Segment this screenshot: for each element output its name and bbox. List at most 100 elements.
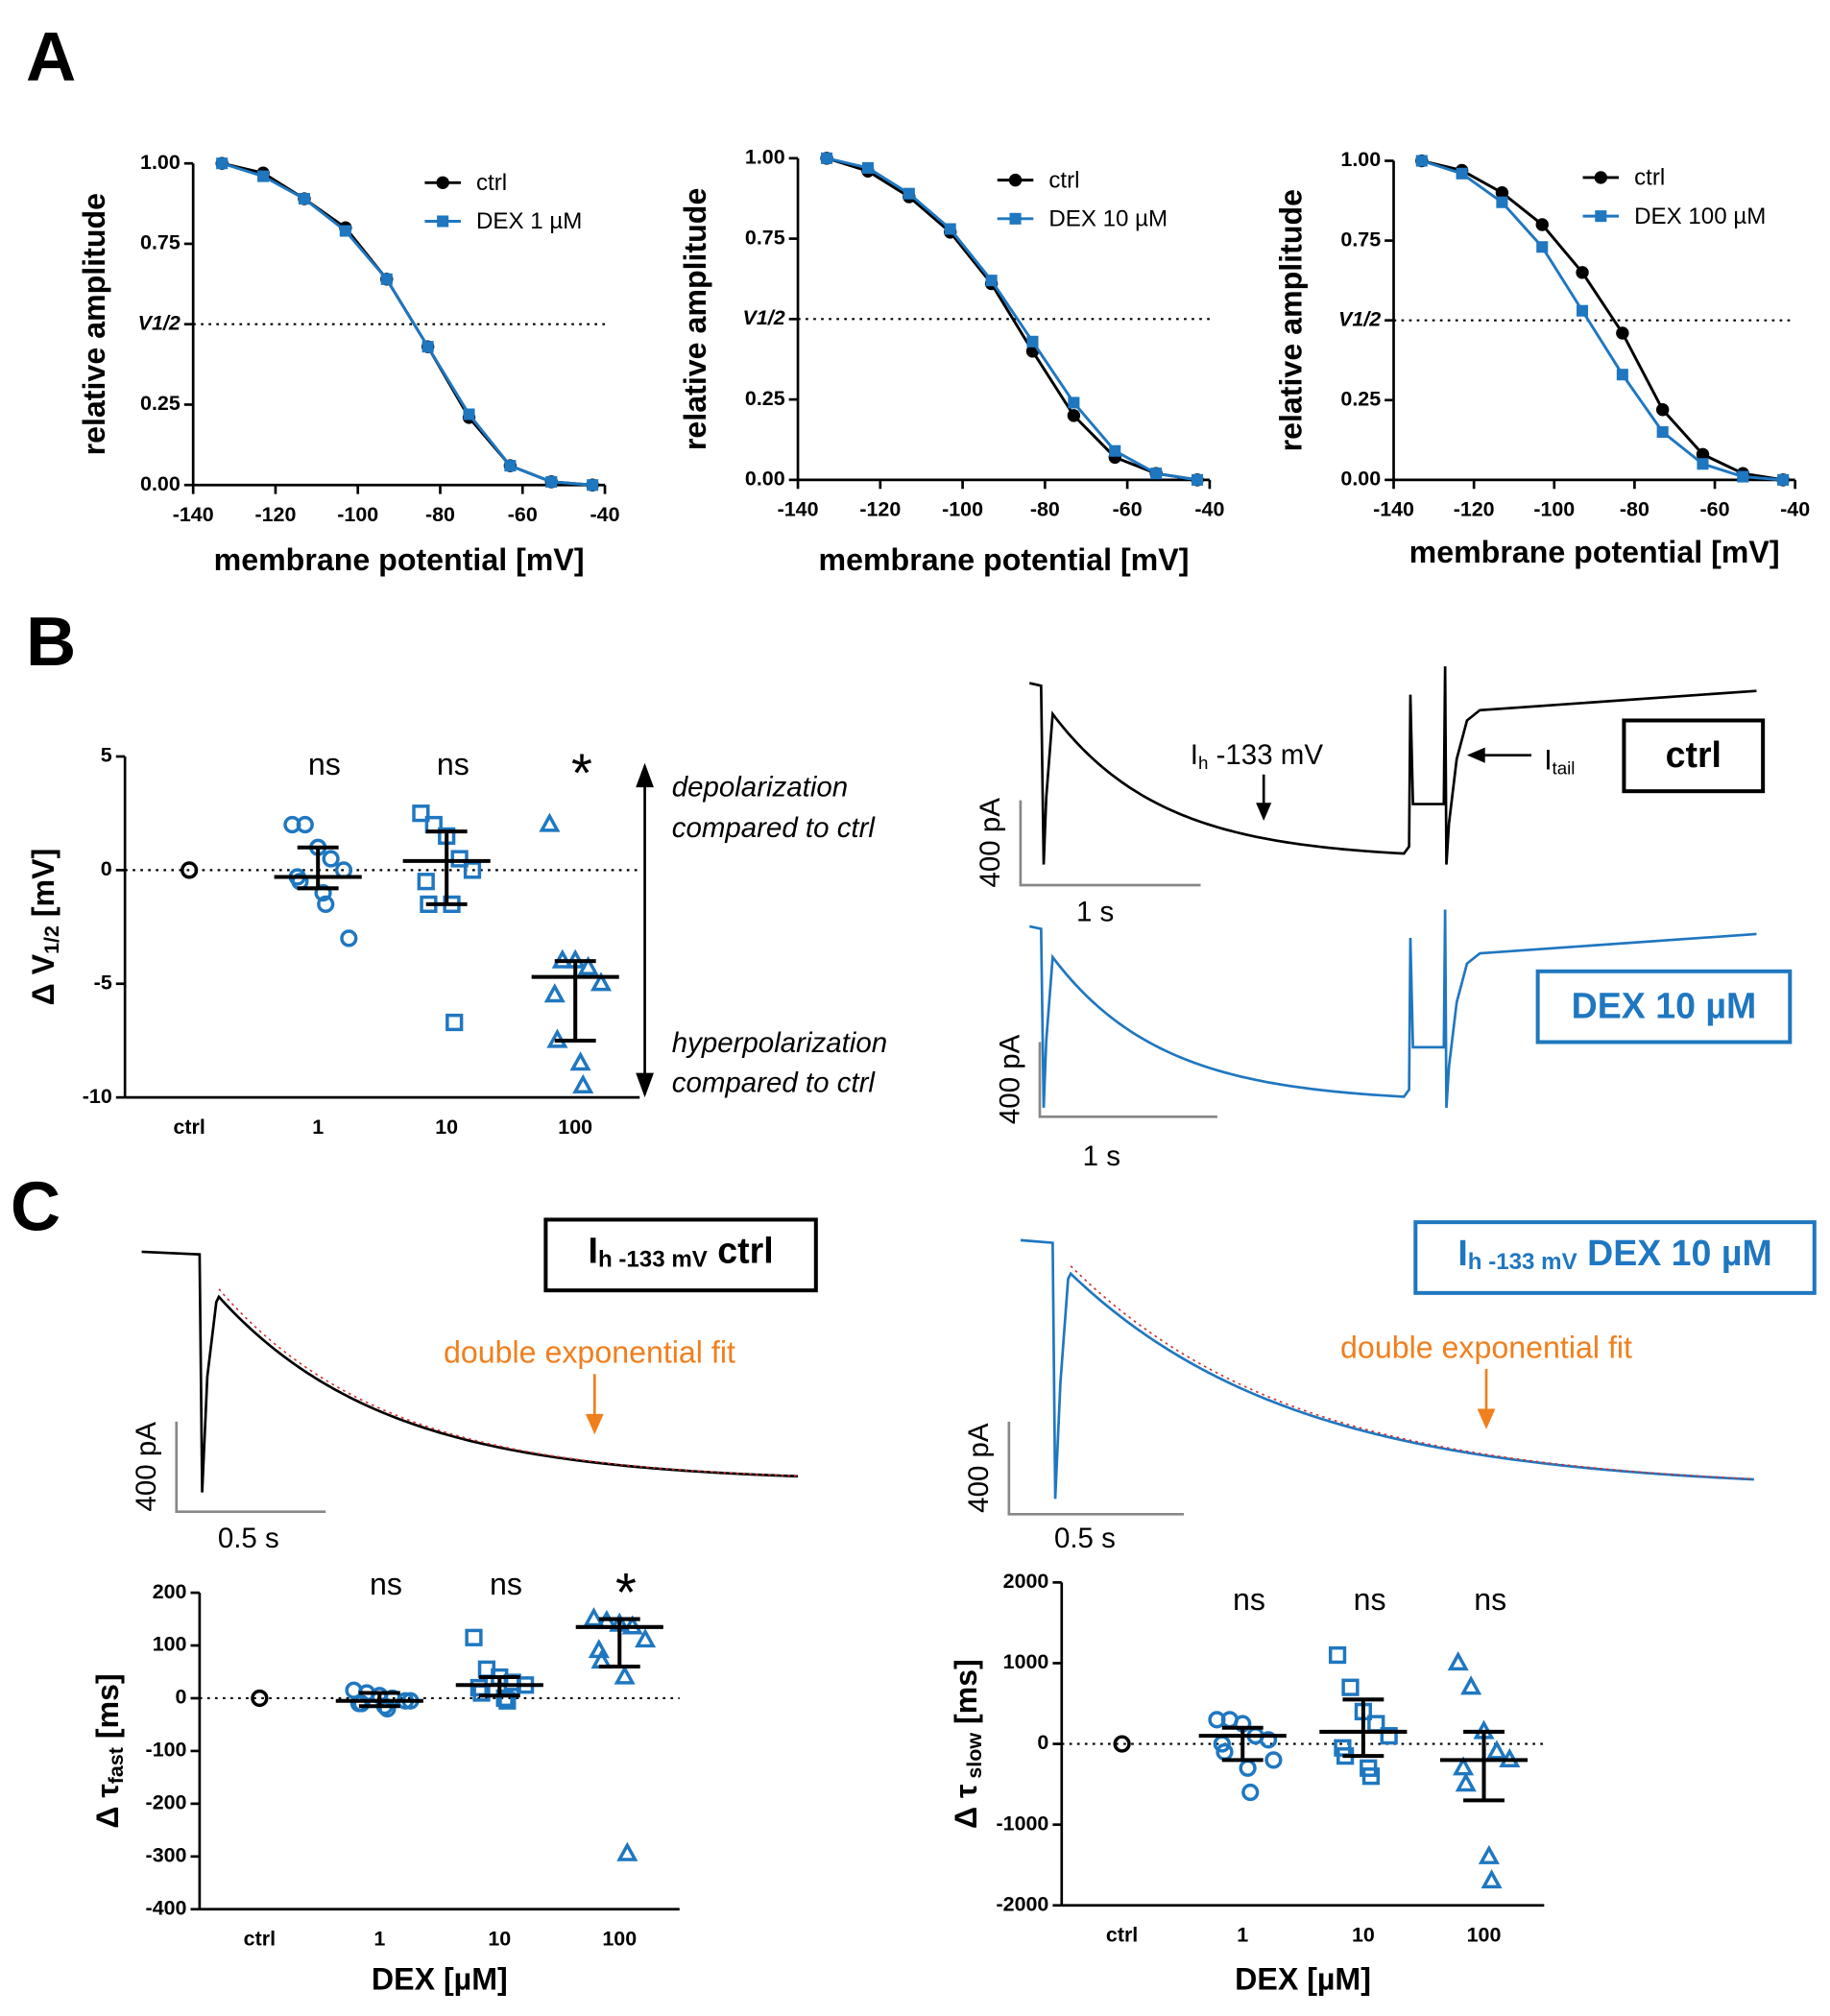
y-tick-label: 0.75 [1340, 228, 1381, 251]
marker [412, 804, 430, 823]
direction-label: hyperpolarization [672, 1027, 887, 1059]
annotation: * [571, 742, 592, 803]
scale-bar [175, 1421, 326, 1514]
x-tick-label: 100 [602, 1928, 637, 1951]
annotation: ns [1354, 1582, 1386, 1617]
x-tick-label: -120 [1454, 498, 1495, 521]
direction-label: compared to ctrl [672, 1068, 877, 1099]
y-tick-label: 0.75 [745, 226, 785, 249]
marker [903, 187, 915, 200]
series-line [1421, 159, 1784, 482]
y-tick-label: 0.25 [745, 387, 785, 410]
x-tick-label: -140 [1373, 498, 1414, 521]
marker [1447, 1651, 1469, 1671]
label-box-text-sub: h -133 mV [1468, 1249, 1577, 1275]
marker [539, 812, 561, 832]
scale-label: 400 pA [963, 1423, 995, 1513]
y-axis-label: Δ τ slow [ms] [948, 1659, 985, 1829]
x-tick-label: ctrl [244, 1928, 276, 1951]
marker [1777, 473, 1790, 486]
label-box [1622, 718, 1766, 794]
current-trace [1028, 909, 1757, 1108]
marker [1616, 326, 1629, 340]
y-tick-label: -200 [146, 1791, 187, 1814]
label-box-text: Ih -133 mV ctrl [589, 1230, 774, 1273]
legend-label: ctrl [1634, 165, 1665, 191]
marker [445, 1013, 464, 1032]
marker [322, 850, 340, 868]
x-tick-label: -120 [859, 498, 901, 521]
x-tick-label: ctrl [173, 1116, 205, 1139]
label-box-text: ctrl [1666, 734, 1722, 775]
y-tick-label: 100 [153, 1633, 187, 1656]
scale-label: 400 pA [994, 1034, 1025, 1124]
legend-label: ctrl [476, 170, 507, 196]
marker [1496, 196, 1508, 208]
annotation: ns [1233, 1582, 1265, 1617]
legend-label: ctrl [1048, 167, 1079, 193]
panel-label: C [11, 1168, 60, 1246]
y-axis-label-sub: 1/2 [40, 925, 63, 954]
marker [635, 1628, 657, 1648]
marker [1576, 266, 1589, 279]
marker [251, 1689, 269, 1708]
x-axis-label: DEX [µM] [372, 1961, 508, 1996]
marker [463, 861, 482, 879]
marker [1241, 1783, 1260, 1802]
arrow-head [1256, 803, 1272, 822]
x-tick-label: 1 [373, 1928, 385, 1951]
trace-annotation-main: I [1544, 744, 1552, 776]
y-tick-label: 0.25 [140, 392, 181, 415]
y-axis-label: relative amplitude [678, 188, 712, 450]
marker [339, 225, 351, 237]
label-box-text-main: I [589, 1230, 598, 1270]
annotation: ns [370, 1567, 402, 1601]
x-tick-label: -100 [337, 503, 378, 526]
scale-label: 0.5 s [1054, 1523, 1116, 1554]
y-tick-label: -1000 [997, 1812, 1049, 1835]
y-tick-label: 5 [101, 744, 112, 767]
x-tick-label: 10 [435, 1116, 458, 1139]
y-tick-label: -400 [146, 1896, 187, 1919]
x-tick-label: -60 [1700, 498, 1730, 521]
legend-marker [1594, 171, 1607, 184]
scale-bar [1038, 1042, 1217, 1118]
y-tick-label: -10 [83, 1085, 112, 1108]
current-trace [1020, 1238, 1754, 1500]
x-tick-label: -80 [1620, 498, 1649, 521]
y-tick-label: 1.00 [1340, 148, 1381, 171]
y-tick-label: 0.75 [140, 231, 181, 254]
current-trace [1028, 666, 1757, 865]
y-axis-label: relative amplitude [77, 193, 111, 455]
trace-annotation-main: I [1191, 739, 1198, 771]
fit-curve [1070, 1265, 1754, 1480]
marker [569, 1051, 591, 1071]
marker [1737, 470, 1749, 483]
y-tick-label: V1/2 [1338, 307, 1381, 330]
y-axis-label: relative amplitude [1274, 189, 1309, 451]
y-axis-label-sub: slow [963, 1733, 986, 1785]
direction-label: depolarization [672, 771, 849, 803]
x-tick-label: -40 [590, 503, 620, 526]
x-tick-label: -80 [1030, 498, 1060, 521]
marker [1328, 1645, 1347, 1665]
scale-label: 1 s [1083, 1140, 1120, 1172]
marker [1341, 1678, 1360, 1696]
marker [1655, 403, 1670, 417]
x-axis-label: membrane potential [mV] [1409, 535, 1780, 569]
trace-annotation: Itail [1544, 744, 1575, 778]
marker [465, 1628, 483, 1646]
trace-annotation-sub: tail [1553, 757, 1576, 778]
series-line [826, 156, 1198, 482]
x-tick-label: -40 [1194, 498, 1224, 521]
y-tick-label: V1/2 [743, 306, 785, 329]
fit-annotation: double exponential fit [1340, 1330, 1632, 1364]
label-box-text: Ih -133 mV DEX 10 µM [1457, 1233, 1771, 1276]
x-tick-label: 1 [312, 1116, 324, 1139]
y-axis-label-rest: [mV] [26, 849, 60, 925]
y-tick-label: 2000 [1003, 1570, 1049, 1593]
marker [1656, 425, 1669, 439]
marker [583, 1607, 605, 1627]
y-tick-label: V1/2 [138, 311, 181, 334]
